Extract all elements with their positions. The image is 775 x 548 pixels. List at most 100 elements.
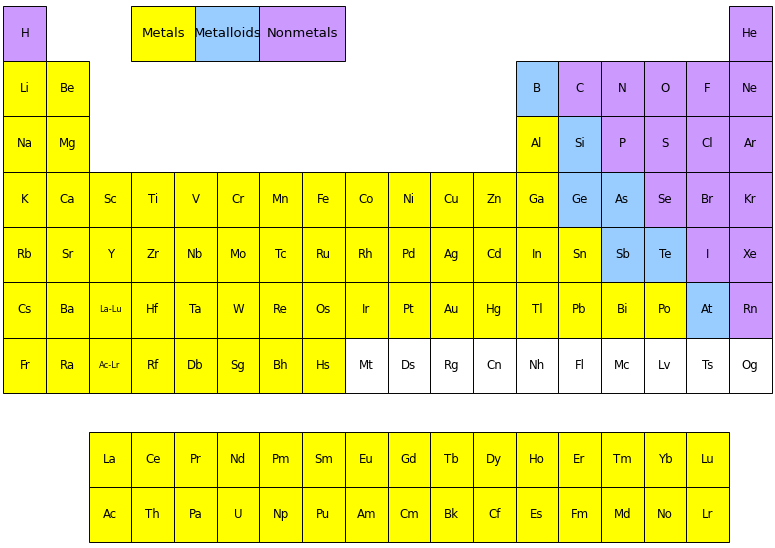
Bar bbox=[174, 172, 217, 227]
Bar bbox=[46, 116, 89, 172]
Text: Ir: Ir bbox=[362, 304, 370, 317]
Bar bbox=[302, 227, 345, 282]
Bar bbox=[601, 282, 643, 338]
Text: Te: Te bbox=[659, 248, 671, 261]
Text: Mc: Mc bbox=[614, 359, 631, 372]
Text: Sc: Sc bbox=[103, 193, 117, 206]
Text: P: P bbox=[618, 138, 625, 150]
Bar bbox=[729, 116, 772, 172]
Text: Th: Th bbox=[146, 509, 160, 521]
Text: Metalloids: Metalloids bbox=[194, 27, 261, 39]
Bar bbox=[89, 282, 132, 338]
Text: Ne: Ne bbox=[742, 82, 758, 95]
Text: U: U bbox=[234, 509, 243, 521]
Bar bbox=[174, 227, 217, 282]
Text: Db: Db bbox=[187, 359, 204, 372]
Bar bbox=[686, 227, 729, 282]
Bar bbox=[729, 61, 772, 116]
Bar bbox=[643, 432, 686, 487]
Bar bbox=[3, 338, 46, 393]
Bar bbox=[601, 432, 643, 487]
Bar bbox=[729, 227, 772, 282]
Bar bbox=[601, 338, 643, 393]
Text: Ce: Ce bbox=[145, 453, 160, 466]
Bar bbox=[132, 227, 174, 282]
Bar bbox=[132, 172, 174, 227]
Text: Nonmetals: Nonmetals bbox=[267, 27, 338, 39]
Text: In: In bbox=[532, 248, 542, 261]
Text: Ts: Ts bbox=[702, 359, 713, 372]
Bar bbox=[473, 172, 515, 227]
Text: Mn: Mn bbox=[272, 193, 290, 206]
Text: Ge: Ge bbox=[571, 193, 587, 206]
Text: Cl: Cl bbox=[701, 138, 713, 150]
Text: Dy: Dy bbox=[486, 453, 502, 466]
Text: Cn: Cn bbox=[487, 359, 502, 372]
Text: Rf: Rf bbox=[146, 359, 159, 372]
Text: Ar: Ar bbox=[744, 138, 756, 150]
Bar bbox=[643, 61, 686, 116]
Bar bbox=[515, 338, 558, 393]
Bar bbox=[3, 61, 46, 116]
Bar bbox=[302, 487, 345, 543]
Text: Lu: Lu bbox=[701, 453, 715, 466]
Text: Pa: Pa bbox=[188, 509, 202, 521]
Text: Lv: Lv bbox=[658, 359, 672, 372]
Bar bbox=[686, 172, 729, 227]
Bar bbox=[345, 487, 388, 543]
Bar bbox=[473, 227, 515, 282]
Bar bbox=[643, 116, 686, 172]
Bar bbox=[601, 116, 643, 172]
Text: Fe: Fe bbox=[317, 193, 330, 206]
Text: Sn: Sn bbox=[572, 248, 587, 261]
Text: Nd: Nd bbox=[230, 453, 246, 466]
Bar bbox=[302, 172, 345, 227]
Bar bbox=[473, 432, 515, 487]
Text: Ho: Ho bbox=[529, 453, 545, 466]
Text: Sr: Sr bbox=[61, 248, 74, 261]
Bar bbox=[515, 282, 558, 338]
Text: Cr: Cr bbox=[232, 193, 245, 206]
Bar bbox=[132, 338, 174, 393]
Text: Fl: Fl bbox=[574, 359, 584, 372]
Bar bbox=[601, 61, 643, 116]
Text: Cu: Cu bbox=[443, 193, 460, 206]
Bar bbox=[260, 338, 302, 393]
Bar bbox=[558, 432, 601, 487]
Bar bbox=[686, 116, 729, 172]
Text: Tc: Tc bbox=[275, 248, 287, 261]
Bar bbox=[558, 61, 601, 116]
Bar bbox=[430, 282, 473, 338]
Bar bbox=[345, 172, 388, 227]
Text: K: K bbox=[21, 193, 29, 206]
Bar bbox=[515, 61, 558, 116]
Text: At: At bbox=[701, 304, 714, 317]
Text: Md: Md bbox=[613, 509, 631, 521]
Text: Bi: Bi bbox=[616, 304, 628, 317]
Text: Br: Br bbox=[701, 193, 714, 206]
Text: Fr: Fr bbox=[19, 359, 30, 372]
Bar bbox=[3, 5, 46, 61]
Bar bbox=[3, 227, 46, 282]
Bar bbox=[473, 487, 515, 543]
Bar bbox=[601, 172, 643, 227]
Text: La: La bbox=[103, 453, 117, 466]
Bar bbox=[195, 5, 260, 61]
Bar bbox=[260, 282, 302, 338]
Bar bbox=[643, 227, 686, 282]
Text: Pt: Pt bbox=[403, 304, 415, 317]
Bar bbox=[217, 172, 260, 227]
Bar bbox=[174, 432, 217, 487]
Bar bbox=[686, 487, 729, 543]
Bar bbox=[643, 338, 686, 393]
Text: Li: Li bbox=[20, 82, 29, 95]
Bar bbox=[260, 172, 302, 227]
Text: Ac-Lr: Ac-Lr bbox=[99, 361, 121, 370]
Bar bbox=[558, 282, 601, 338]
Text: Tl: Tl bbox=[532, 304, 542, 317]
Bar bbox=[217, 227, 260, 282]
Bar bbox=[46, 61, 89, 116]
Bar bbox=[89, 432, 132, 487]
Text: Er: Er bbox=[574, 453, 586, 466]
Text: Pd: Pd bbox=[401, 248, 416, 261]
